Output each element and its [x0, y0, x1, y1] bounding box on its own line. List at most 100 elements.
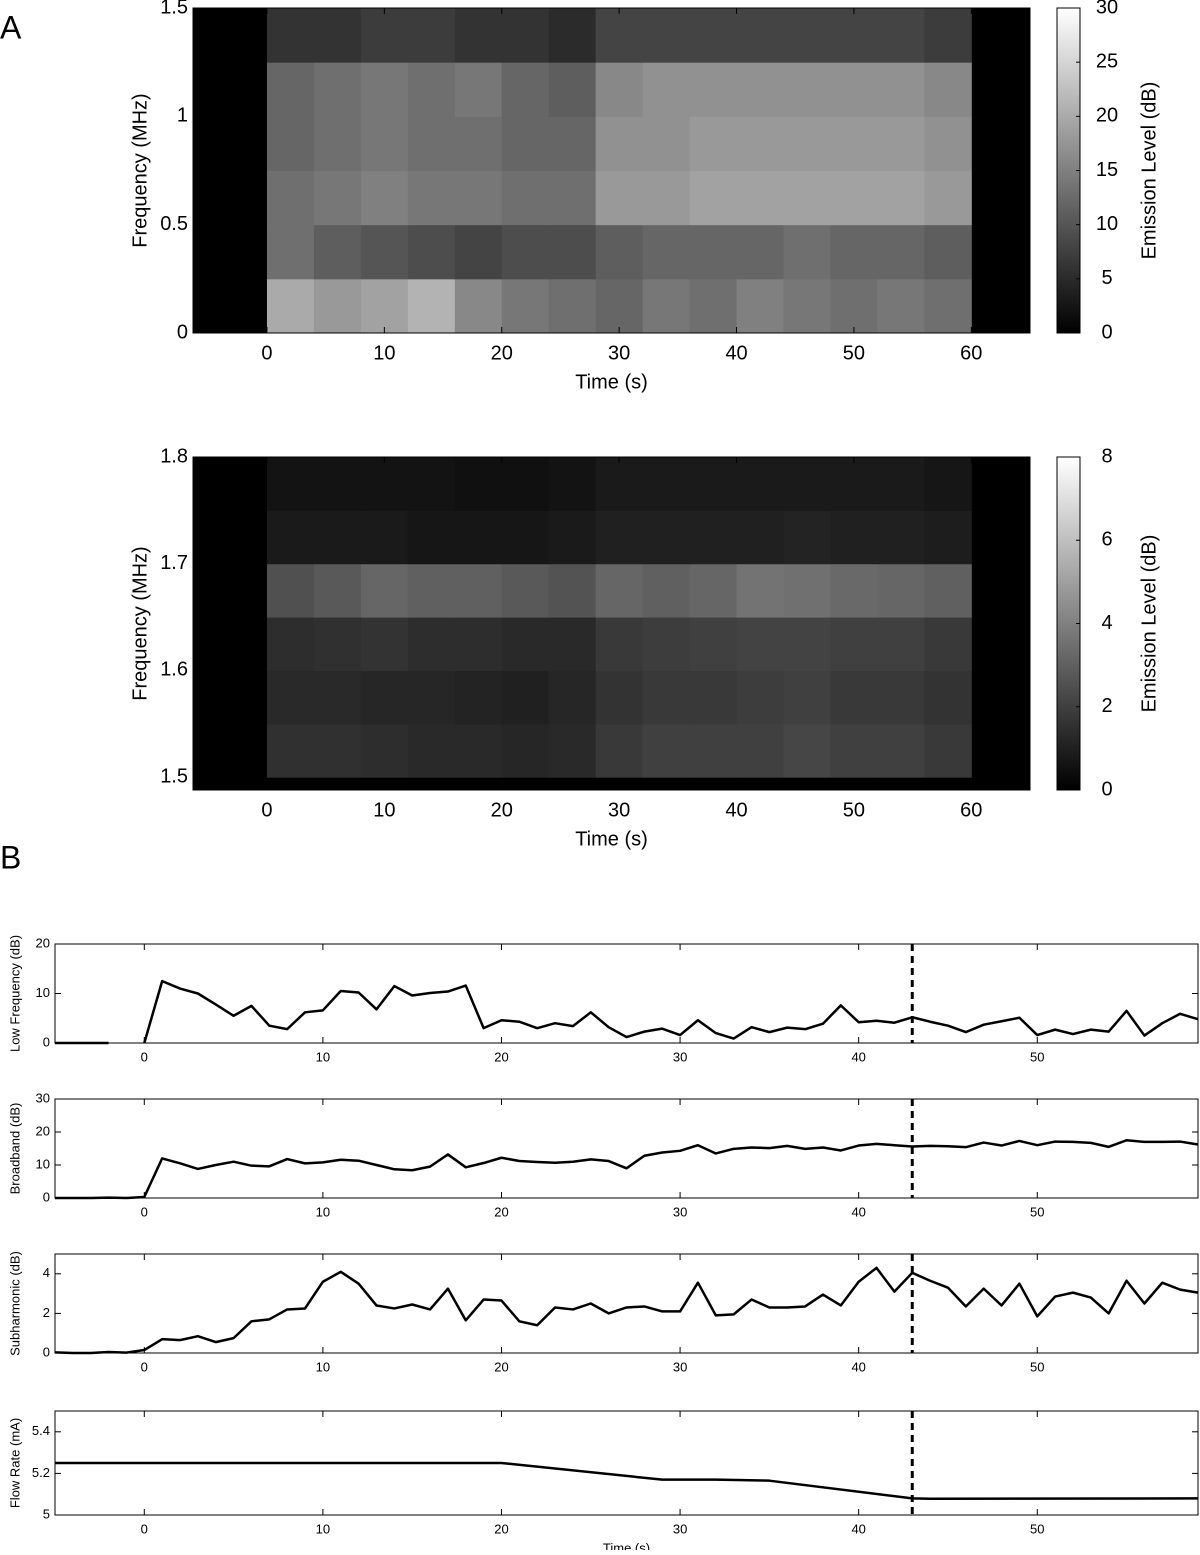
heatmap-cell	[642, 723, 691, 778]
heatmap-cell	[548, 457, 597, 511]
heatmap-cell	[642, 278, 691, 334]
heatmap-cell	[595, 617, 644, 671]
heatmap-cell	[407, 723, 456, 778]
heatmap-cell	[548, 278, 597, 334]
heatmap-cell	[924, 278, 972, 334]
x-tick-label: 50	[1030, 1049, 1044, 1064]
plot-frame	[192, 7, 1031, 334]
heatmap-cell	[877, 170, 925, 226]
heatmap-cell	[830, 8, 878, 63]
heatmap-cell	[689, 224, 738, 280]
heatmap-cell	[266, 563, 315, 618]
x-tick-label: 50	[1030, 1359, 1044, 1374]
heatmap-cell	[266, 457, 315, 511]
heatmap-cell	[454, 670, 503, 725]
colorbar-label: Emission Level (dB)	[1138, 535, 1160, 713]
heatmap-cell	[830, 62, 878, 117]
heatmap-cell	[689, 563, 738, 618]
heatmap-cell	[783, 278, 831, 334]
x-tick-label: 50	[1030, 1521, 1044, 1536]
heatmap-cell	[313, 116, 362, 171]
heatmap-cell	[313, 170, 362, 226]
plot-frame	[54, 1253, 1199, 1354]
heatmap-cell	[642, 8, 691, 63]
heatmap-cell	[266, 116, 315, 171]
heatmap-cell	[642, 457, 691, 511]
heatmap-cell	[595, 563, 644, 618]
x-tick-label: 30	[608, 799, 630, 821]
heatmap-cell	[689, 8, 738, 63]
heatmap-cell	[736, 563, 784, 618]
heatmap-cell	[548, 224, 597, 280]
data-line	[55, 979, 1199, 1045]
heatmap-cell	[783, 563, 831, 618]
heatmap-cell	[736, 670, 784, 725]
x-tick-label: 10	[373, 799, 395, 821]
y-axis-label: Broadband (dB)	[7, 1103, 22, 1195]
heatmap-cell	[360, 170, 409, 226]
heatmap-cell	[924, 670, 972, 725]
plot-frame	[54, 943, 1199, 1044]
heatmap-cell	[407, 278, 456, 334]
heatmap-cell	[548, 723, 597, 778]
heatmap-cell	[360, 617, 409, 671]
heatmap-cell	[736, 617, 784, 671]
colorbar-tick-label: 0	[1101, 321, 1112, 343]
y-tick-label: 5.4	[32, 1423, 50, 1438]
heatmap-cell	[454, 8, 503, 63]
heatmap-cell	[830, 170, 878, 226]
x-tick-label: 20	[494, 1049, 508, 1064]
y-tick-label: 5	[43, 1506, 50, 1521]
heatmap-cell	[736, 116, 784, 171]
heatmap-cell	[407, 8, 456, 63]
y-tick-label: 2	[43, 1305, 50, 1320]
heatmap-cell	[736, 224, 784, 280]
panel-label: B	[0, 839, 21, 875]
y-tick-label: 0	[177, 321, 188, 343]
y-tick-label: 1.5	[160, 0, 188, 18]
heatmap-cell	[501, 8, 550, 63]
heatmap-cell	[360, 278, 409, 334]
y-tick-label: 5.2	[32, 1465, 50, 1480]
heatmap-cell	[313, 278, 362, 334]
x-tick-label: 0	[141, 1359, 148, 1374]
heatmap-cell	[548, 510, 597, 565]
y-axis-label: Subharmonic (dB)	[7, 1251, 22, 1356]
colorbar-tick-label: 5	[1101, 267, 1112, 289]
heatmap-cell	[924, 224, 972, 280]
heatmap-cell	[407, 670, 456, 725]
heatmap-cell	[407, 617, 456, 671]
heatmap-cell	[407, 563, 456, 618]
heatmap-cell	[360, 62, 409, 117]
heatmap-cell	[830, 563, 878, 618]
heatmap-cell	[595, 116, 644, 171]
heatmap-cell	[736, 278, 784, 334]
y-tick-label: 1.8	[160, 445, 188, 467]
y-tick-label: 10	[36, 985, 50, 1000]
heatmap-cell	[313, 723, 362, 778]
heatmap-cell	[407, 116, 456, 171]
heatmap-cell	[595, 62, 644, 117]
x-axis-label: Time (s)	[603, 1540, 650, 1550]
x-tick-label: 30	[673, 1521, 687, 1536]
heatmap-cell	[501, 224, 550, 280]
heatmap-cell	[360, 224, 409, 280]
heatmap-cell	[830, 457, 878, 511]
heatmap-cell	[877, 224, 925, 280]
heatmap-cell	[783, 62, 831, 117]
heatmap-cell	[877, 563, 925, 618]
heatmap-cell	[548, 8, 597, 63]
colorbar-tick-label: 20	[1096, 105, 1118, 127]
heatmap-cell	[454, 224, 503, 280]
heatmap-cell	[736, 723, 784, 778]
heatmap-cell	[313, 224, 362, 280]
heatmap-cell	[736, 8, 784, 63]
y-tick-label: 10	[36, 1156, 50, 1171]
y-tick-label: 30	[36, 1090, 50, 1105]
heatmap-cell	[783, 170, 831, 226]
heatmap-cell	[642, 670, 691, 725]
heatmap-cell	[360, 670, 409, 725]
y-axis-label: Frequency (MHz)	[129, 93, 151, 247]
heatmap-cell	[360, 116, 409, 171]
x-tick-label: 40	[851, 1359, 865, 1374]
